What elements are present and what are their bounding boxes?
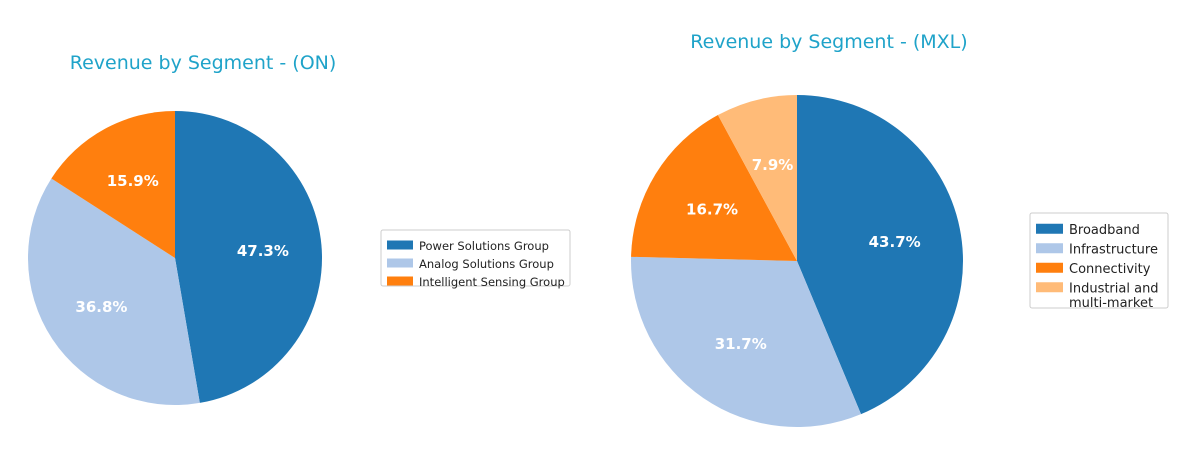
data-label-power-solutions-group: 47.3%: [237, 242, 289, 260]
data-label-infrastructure: 31.7%: [715, 335, 767, 353]
pie-slice-infrastructure: [631, 256, 862, 427]
legend-label-broadband: Broadband: [1069, 223, 1140, 238]
data-label-analog-solutions-group: 36.8%: [75, 298, 127, 316]
legend-swatch-broadband: [1036, 223, 1063, 234]
data-label-broadband: 43.7%: [869, 233, 921, 251]
on-revenue-pie-chart: Revenue by Segment - (ON) 47.3% 36.8% 15.9…: [27, 52, 571, 406]
data-label-industrial-and-multi-market: 7.9%: [752, 156, 794, 174]
pie-slice-connectivity: [631, 115, 797, 261]
legend-label-analog-solutions-group: Analog Solutions Group: [419, 257, 554, 271]
pie-slice-industrial-and-multi-market: [717, 95, 797, 261]
legend-swatch-infrastructure: [1036, 243, 1063, 254]
legend-swatch-power-solutions-group: [387, 240, 413, 250]
legend-on: Power Solutions Group Analog Solutions Gr…: [380, 229, 571, 289]
legend-frame: [380, 229, 571, 287]
legend-swatch-connectivity: [1036, 262, 1063, 273]
pie-slice-broadband: [797, 95, 963, 415]
legend-swatch-analog-solutions-group: [387, 258, 413, 268]
legend-frame: [1029, 212, 1169, 309]
data-label-intelligent-sensing-group: 15.9%: [107, 172, 159, 190]
pie-slice-analog-solutions-group: [27, 178, 200, 406]
pie-slice-intelligent-sensing-group: [51, 111, 175, 258]
data-label-connectivity: 16.7%: [686, 201, 738, 219]
legend-label-connectivity: Connectivity: [1069, 262, 1151, 277]
legend-swatch-industrial-and-multi-market: [1036, 282, 1063, 293]
legend-label-industrial-and-multi-market: Industrial and multi-market: [1069, 281, 1159, 311]
pie-on: 47.3% 36.8% 15.9%: [27, 111, 322, 406]
legend-label-power-solutions-group: Power Solutions Group: [419, 239, 549, 253]
legend-label-infrastructure: Infrastructure: [1069, 242, 1158, 257]
pie-mxl: 43.7% 31.7% 16.7% 7.9%: [631, 95, 963, 427]
pie-slice-power-solutions-group: [175, 111, 322, 403]
mxl-revenue-pie-chart: Revenue by Segment - (MXL) 43.7% 31.7% 16.…: [631, 31, 1169, 427]
chart-title-mxl: Revenue by Segment - (MXL): [690, 31, 967, 53]
legend-swatch-intelligent-sensing-group: [387, 276, 413, 286]
legend-mxl: Broadband Infrastructure Connectivity Indus…: [1029, 212, 1169, 311]
chart-title-on: Revenue by Segment - (ON): [70, 52, 337, 74]
legend-label-intelligent-sensing-group: Intelligent Sensing Group: [419, 275, 565, 289]
